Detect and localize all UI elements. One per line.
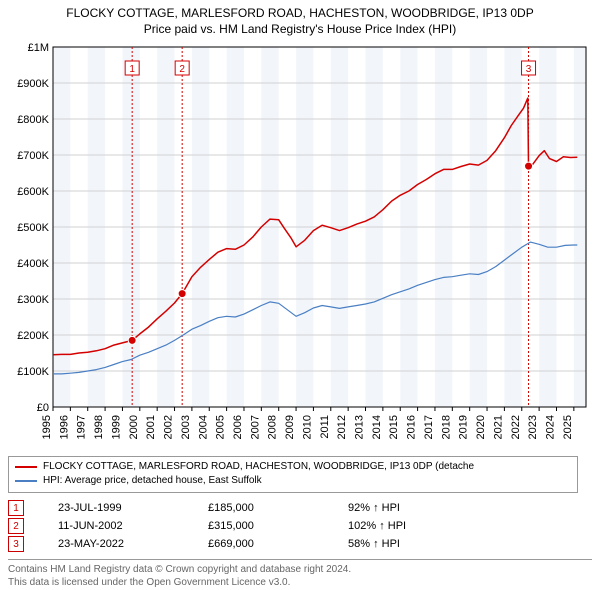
tx-price: £669,000 [208,535,348,553]
legend: FLOCKY COTTAGE, MARLESFORD ROAD, HACHEST… [8,456,578,493]
tx-price: £185,000 [208,499,348,517]
legend-swatch-red [15,466,37,468]
svg-text:2006: 2006 [232,415,244,439]
svg-text:£1M: £1M [28,42,49,54]
svg-text:2018: 2018 [440,415,452,439]
svg-text:2003: 2003 [180,415,192,439]
footer: Contains HM Land Registry data © Crown c… [8,559,592,589]
tx-number-badge: 3 [8,536,24,552]
tx-date: 23-JUL-1999 [58,499,208,517]
tx-hpi: 58% ↑ HPI [348,535,406,553]
svg-text:2024: 2024 [544,415,556,439]
svg-text:2020: 2020 [475,415,487,439]
svg-text:2007: 2007 [249,415,261,439]
svg-text:1995: 1995 [41,415,53,439]
svg-text:£800K: £800K [17,114,49,126]
svg-text:2022: 2022 [510,415,522,439]
svg-text:2: 2 [179,64,185,75]
transaction-row: 1 23-JUL-1999£185,00092% ↑ HPI [8,499,406,517]
svg-text:2013: 2013 [354,415,366,439]
svg-text:2005: 2005 [215,415,227,439]
svg-text:£400K: £400K [17,258,49,270]
svg-text:£700K: £700K [17,150,49,162]
legend-label-1: FLOCKY COTTAGE, MARLESFORD ROAD, HACHEST… [43,460,474,474]
svg-text:1998: 1998 [93,415,105,439]
svg-text:2025: 2025 [562,415,574,439]
tx-hpi: 92% ↑ HPI [348,499,406,517]
svg-text:2011: 2011 [319,415,331,439]
title-line-2: Price paid vs. HM Land Registry's House … [8,22,592,38]
transaction-table: 1 23-JUL-1999£185,00092% ↑ HPI 2 11-JUN-200… [8,499,406,553]
legend-label-2: HPI: Average price, detached house, East… [43,474,262,488]
svg-text:2016: 2016 [406,415,418,439]
svg-text:2009: 2009 [284,415,296,439]
svg-text:1: 1 [129,64,135,75]
svg-text:2001: 2001 [145,415,157,439]
svg-text:£600K: £600K [17,186,49,198]
svg-text:£200K: £200K [17,330,49,342]
tx-number-badge: 1 [8,500,24,516]
svg-text:2008: 2008 [267,415,279,439]
svg-text:£900K: £900K [17,78,49,90]
svg-text:2004: 2004 [197,415,209,439]
svg-text:£100K: £100K [17,366,49,378]
svg-text:£0: £0 [37,402,49,414]
svg-text:2017: 2017 [423,415,435,439]
svg-text:£300K: £300K [17,294,49,306]
svg-text:1996: 1996 [58,415,70,439]
svg-text:2015: 2015 [388,415,400,439]
transaction-row: 2 11-JUN-2002£315,000102% ↑ HPI [8,517,406,535]
svg-text:1997: 1997 [76,415,88,439]
tx-date: 11-JUN-2002 [58,517,208,535]
transaction-row: 3 23-MAY-2022£669,00058% ↑ HPI [8,535,406,553]
svg-text:£500K: £500K [17,222,49,234]
svg-text:2000: 2000 [128,415,140,439]
tx-hpi: 102% ↑ HPI [348,517,406,535]
svg-text:3: 3 [526,64,532,75]
tx-number-badge: 2 [8,518,24,534]
svg-text:1999: 1999 [110,415,122,439]
svg-text:2002: 2002 [163,415,175,439]
price-chart: £0 £100K £200K £300K £400K £500K £600K £700K £80… [8,37,592,452]
svg-text:2012: 2012 [336,415,348,439]
title-line-1: FLOCKY COTTAGE, MARLESFORD ROAD, HACHEST… [8,6,592,22]
tx-price: £315,000 [208,517,348,535]
svg-text:2021: 2021 [492,415,504,439]
svg-text:2010: 2010 [301,415,313,439]
svg-text:2023: 2023 [527,415,539,439]
tx-date: 23-MAY-2022 [58,535,208,553]
footer-line-1: Contains HM Land Registry data © Crown c… [8,563,592,576]
legend-swatch-blue [15,480,37,482]
svg-text:2014: 2014 [371,415,383,439]
svg-text:2019: 2019 [458,415,470,439]
footer-line-2: This data is licensed under the Open Gov… [8,576,592,589]
